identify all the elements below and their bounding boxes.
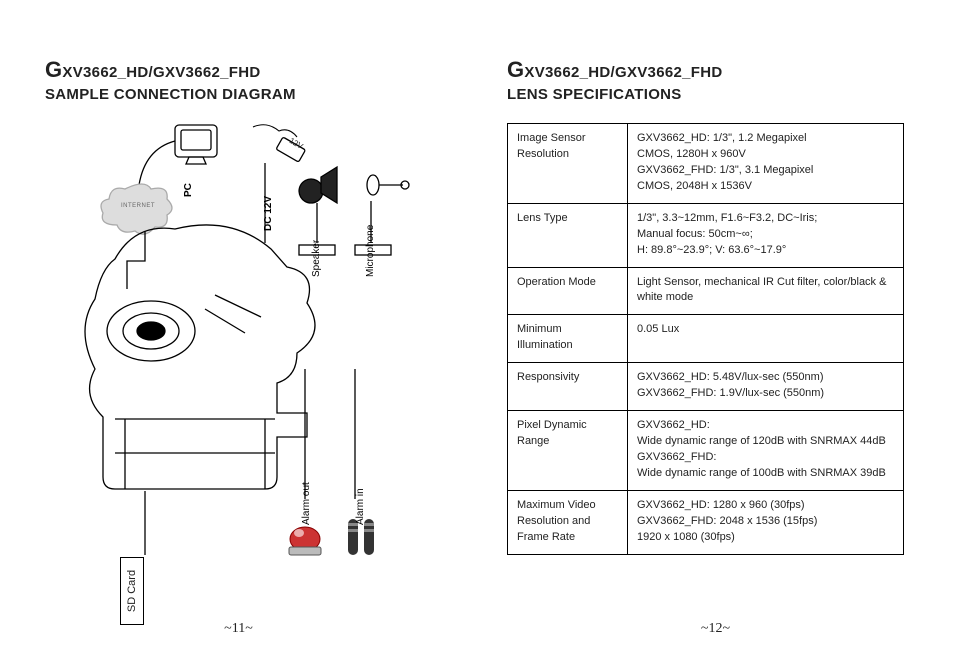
label-internet: INTERNET <box>121 203 155 209</box>
table-row: Minimum Illumination 0.05 Lux <box>508 315 904 363</box>
label-microphone: Microphone <box>365 225 376 277</box>
spec-key: Lens Type <box>508 203 628 267</box>
table-row: Image Sensor Resolution GXV3662_HD: 1/3"… <box>508 123 904 203</box>
spec-key: Image Sensor Resolution <box>508 123 628 203</box>
connection-diagram: PC DC 12V Speaker Microphone Alarm out A… <box>55 119 425 599</box>
spec-val: 0.05 Lux <box>628 315 904 363</box>
page-left: GXV3662_HD/GXV3662_FHD SAMPLE CONNECTION… <box>0 0 477 661</box>
table-row: Lens Type 1/3", 3.3~12mm, F1.6~F3.2, DC~… <box>508 203 904 267</box>
spec-key: Pixel Dynamic Range <box>508 411 628 491</box>
left-title-line1: XV3662_HD/GXV3662_FHD <box>62 64 260 81</box>
spec-key: Operation Mode <box>508 267 628 315</box>
spec-val: 1/3", 3.3~12mm, F1.6~F3.2, DC~Iris; Manu… <box>628 203 904 267</box>
label-alarm-in: Alarm in <box>355 488 366 525</box>
label-alarm-out: Alarm out <box>301 482 312 525</box>
alarm-light-icon <box>289 527 321 555</box>
spec-table: Image Sensor Resolution GXV3662_HD: 1/3"… <box>507 123 904 555</box>
spec-key: Maximum Video Resolution and Frame Rate <box>508 490 628 554</box>
label-dc12v: DC 12V <box>263 196 274 231</box>
right-title: GXV3662_HD/GXV3662_FHD LENS SPECIFICATIO… <box>507 55 904 105</box>
spec-val: Light Sensor, mechanical IR Cut filter, … <box>628 267 904 315</box>
table-row: Pixel Dynamic Range GXV3662_HD: Wide dyn… <box>508 411 904 491</box>
right-title-line1: XV3662_HD/GXV3662_FHD <box>524 64 722 81</box>
spec-key: Minimum Illumination <box>508 315 628 363</box>
page-number-right: ~12~ <box>477 621 954 637</box>
table-row: Operation Mode Light Sensor, mechanical … <box>508 267 904 315</box>
page-right: GXV3662_HD/GXV3662_FHD LENS SPECIFICATIO… <box>477 0 954 661</box>
page-number-left: ~11~ <box>0 621 477 637</box>
label-sd-card: SD Card <box>126 570 138 612</box>
table-row: Maximum Video Resolution and Frame Rate … <box>508 490 904 554</box>
sd-card-box: SD Card <box>120 557 144 625</box>
title-g: G <box>45 57 62 82</box>
table-row: Responsivity GXV3662_HD: 5.48V/lux-sec (… <box>508 363 904 411</box>
spec-key: Responsivity <box>508 363 628 411</box>
label-speaker: Speaker <box>311 240 322 277</box>
spec-val: GXV3662_HD: 5.48V/lux-sec (550nm) GXV366… <box>628 363 904 411</box>
left-title-line2: SAMPLE CONNECTION DIAGRAM <box>45 86 296 103</box>
label-pc: PC <box>183 183 194 197</box>
right-title-line2: LENS SPECIFICATIONS <box>507 86 682 103</box>
spec-val: GXV3662_HD: Wide dynamic range of 120dB … <box>628 411 904 491</box>
spec-val: GXV3662_HD: 1280 x 960 (30fps) GXV3662_F… <box>628 490 904 554</box>
title-g: G <box>507 57 524 82</box>
left-title: GXV3662_HD/GXV3662_FHD SAMPLE CONNECTION… <box>45 55 437 105</box>
spec-val: GXV3662_HD: 1/3", 1.2 Megapixel CMOS, 12… <box>628 123 904 203</box>
diagram-svg <box>55 119 425 599</box>
